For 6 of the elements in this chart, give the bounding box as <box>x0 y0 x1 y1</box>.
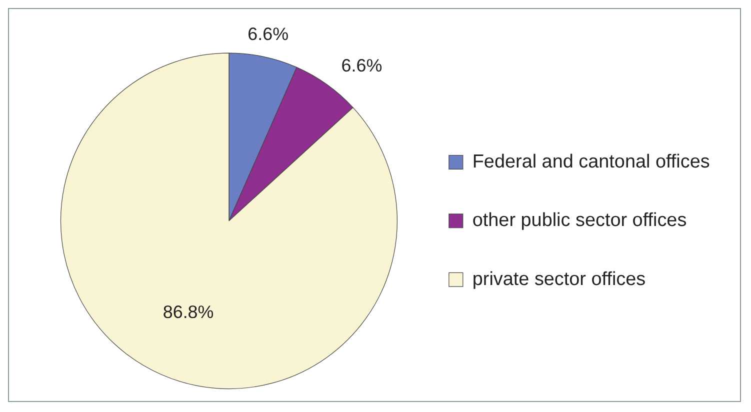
data-label: 6.6% <box>341 56 382 76</box>
legend-label: other public sector offices <box>472 210 687 232</box>
legend-label: Federal and cantonal offices <box>472 151 710 172</box>
data-label: 86.8% <box>162 302 214 322</box>
legend-label: private sector offices <box>472 268 646 290</box>
data-label: 6.6% <box>248 24 289 44</box>
